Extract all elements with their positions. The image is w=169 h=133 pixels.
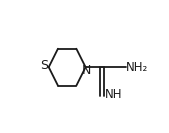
Text: S: S (40, 59, 48, 72)
Text: NH: NH (105, 88, 122, 101)
Text: NH₂: NH₂ (126, 61, 148, 74)
Text: N: N (81, 64, 91, 77)
